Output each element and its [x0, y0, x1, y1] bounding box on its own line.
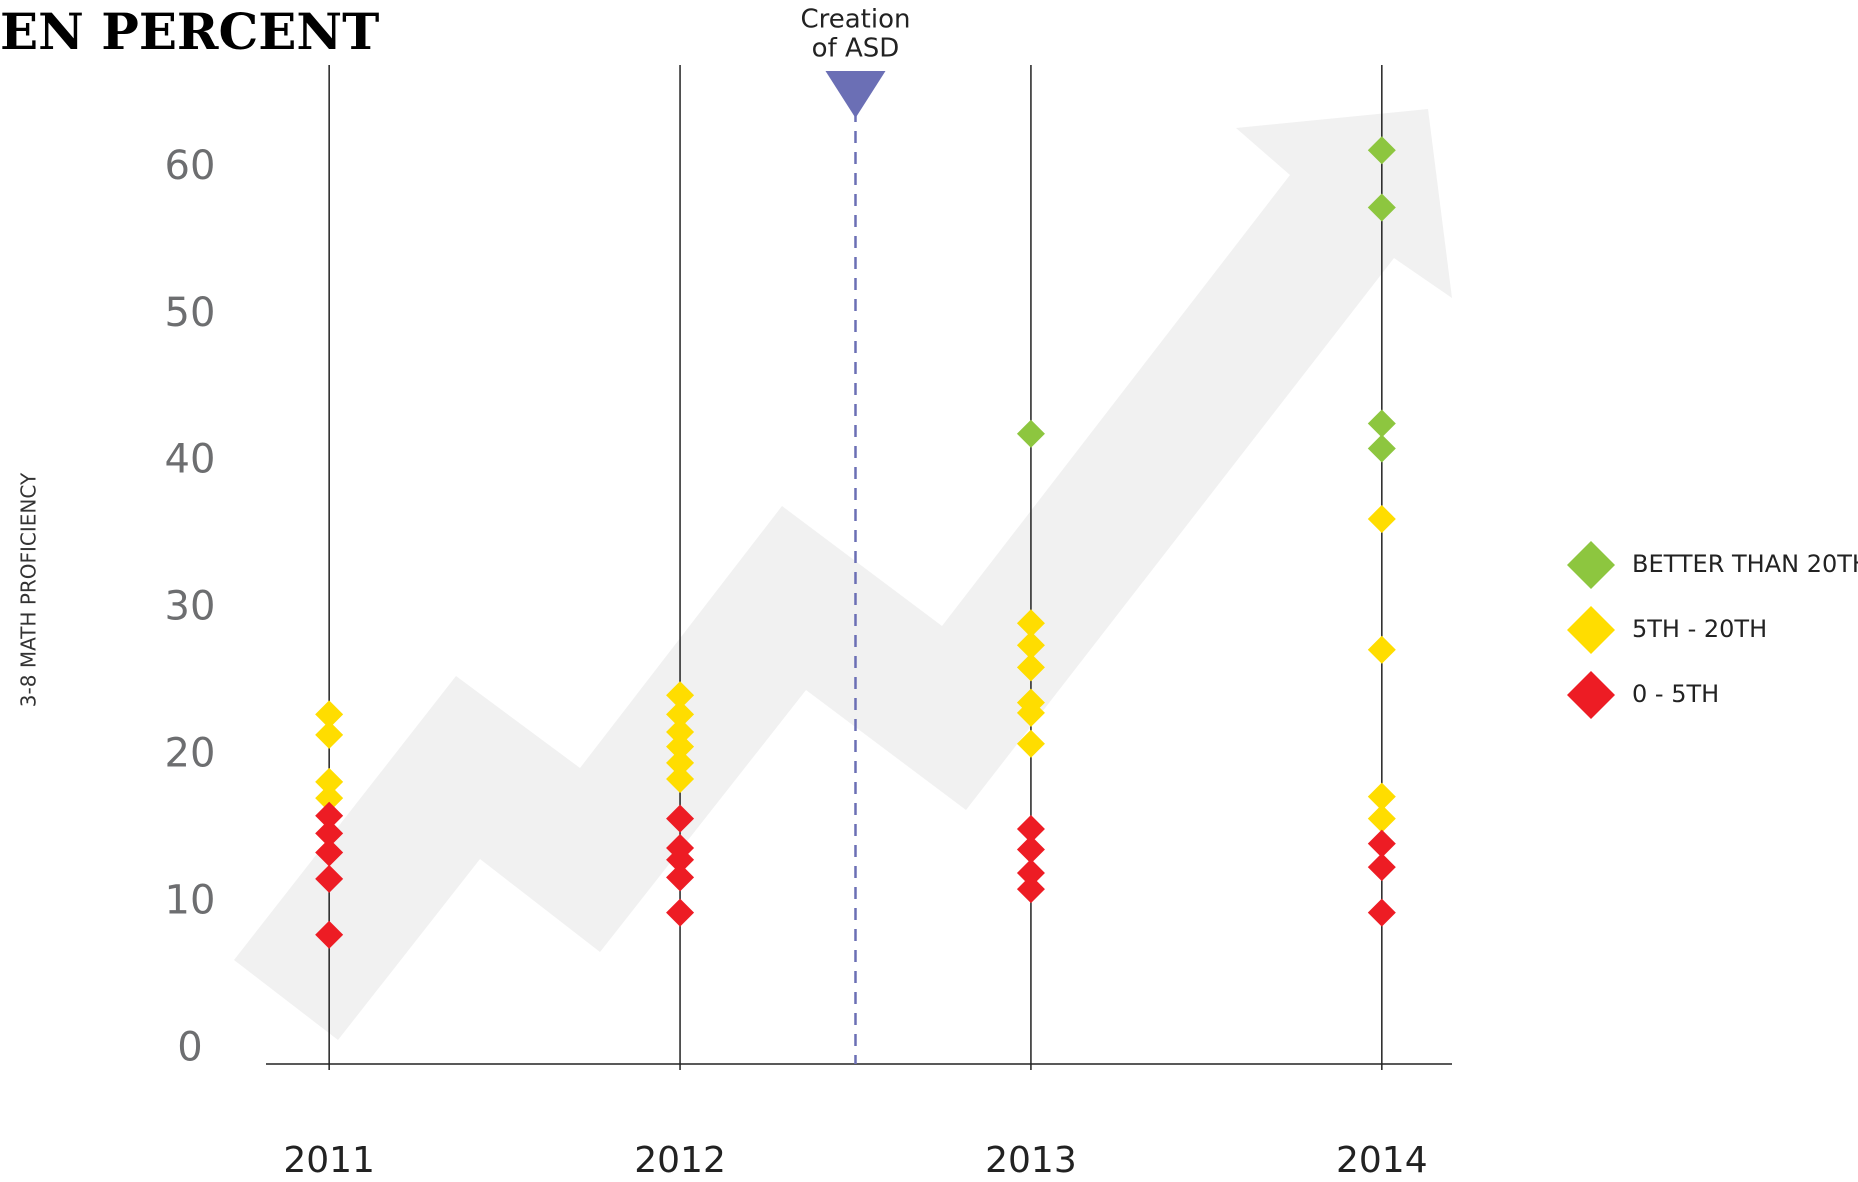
data-point: [1367, 409, 1396, 438]
data-point: [1016, 875, 1045, 904]
data-point: [315, 784, 344, 813]
data-point: [1367, 434, 1396, 463]
data-point: [1367, 136, 1396, 165]
y-tick-label: 40: [165, 437, 216, 483]
data-point: [666, 804, 695, 833]
x-tick-label: 2013: [985, 1140, 1077, 1181]
data-point: [666, 898, 695, 927]
annotation-text: Creation: [800, 5, 910, 35]
data-point: [315, 700, 344, 729]
data-point: [1016, 729, 1045, 758]
data-point: [1016, 609, 1045, 638]
legend-swatch: [1567, 541, 1615, 589]
data-point: [666, 863, 695, 892]
data-point: [315, 864, 344, 893]
data-point: [315, 819, 344, 848]
chart-title: EN PERCENT: [0, 2, 379, 61]
y-tick-label: 50: [165, 290, 216, 336]
x-tick-label: 2012: [634, 1140, 726, 1181]
data-point: [666, 748, 695, 777]
data-point: [315, 801, 344, 830]
data-point: [1016, 859, 1045, 888]
data-point: [666, 845, 695, 874]
data-point: [1367, 804, 1396, 833]
x-tick-label: 2011: [283, 1140, 375, 1181]
data-point: [666, 764, 695, 793]
y-tick-label: 20: [165, 730, 216, 776]
data-point: [1016, 814, 1045, 843]
legend-label: 5TH - 20TH: [1632, 615, 1767, 643]
data-point: [1367, 193, 1396, 222]
y-axis-label: 3-8 MATH PROFICIENCY: [17, 472, 41, 707]
data-point: [1367, 504, 1396, 533]
plot: 0 10 20 30 40 50 60 2011 2012 2013 2014 Creationof …: [165, 5, 1858, 1182]
data-point: [1367, 853, 1396, 882]
y-tick-label: 30: [165, 584, 216, 630]
data-point: [1016, 419, 1045, 448]
data-point: [315, 838, 344, 867]
data-point: [666, 732, 695, 761]
annotation-text: of ASD: [812, 34, 900, 64]
data-point: [1016, 631, 1045, 660]
legend-label: 0 - 5TH: [1632, 680, 1719, 708]
data-point: [1367, 898, 1396, 927]
data-point: [1016, 698, 1045, 727]
y-tick-label: 60: [165, 143, 216, 189]
data-point: [666, 717, 695, 746]
data-point: [666, 700, 695, 729]
legend-swatch: [1567, 606, 1615, 654]
data-point: [1367, 635, 1396, 664]
data-point: [666, 681, 695, 710]
data-point: [315, 720, 344, 749]
trend-arrow: [234, 109, 1452, 1040]
annotation-marker: [825, 71, 886, 118]
data-point: [1367, 829, 1396, 858]
data-point: [315, 767, 344, 796]
data-point: [1016, 653, 1045, 682]
x-tick-label: 2014: [1336, 1140, 1428, 1181]
y-tick-label: 0: [177, 1024, 202, 1070]
y-tick-label: 10: [165, 877, 216, 923]
data-point: [1367, 782, 1396, 811]
data-point: [315, 920, 344, 949]
legend-swatch: [1567, 671, 1615, 719]
data-point: [1016, 835, 1045, 864]
legend-label: BETTER THAN 20TH: [1632, 550, 1858, 578]
